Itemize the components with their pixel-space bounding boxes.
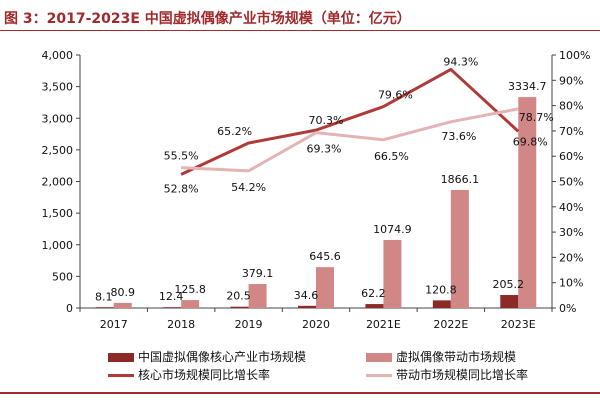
bar-value-label-driven: 1866.1 bbox=[441, 173, 480, 186]
legend-swatch-driven-line bbox=[366, 374, 392, 377]
y-right-tick-label: 50% bbox=[559, 176, 583, 189]
bar-value-label-driven: 80.9 bbox=[110, 286, 135, 299]
bar-core bbox=[95, 307, 114, 308]
y-left-tick-label: 2,000 bbox=[42, 176, 74, 189]
bar-core bbox=[500, 295, 519, 308]
y-right-tick-label: 40% bbox=[559, 201, 583, 214]
x-tick-label: 2017 bbox=[100, 318, 128, 331]
line-value-label-core-growth: 70.3% bbox=[309, 114, 344, 127]
bar-value-label-core: 120.8 bbox=[425, 283, 457, 296]
legend-core-line: 核心市场规模同比增长率 bbox=[108, 366, 270, 383]
line-value-label-core-growth: 65.2% bbox=[217, 125, 252, 138]
legend-swatch-driven-bar bbox=[366, 353, 392, 362]
y-right-tick-label: 90% bbox=[559, 74, 583, 87]
bar-value-label-core: 8.1 bbox=[95, 290, 113, 303]
line-core-growth bbox=[180, 67, 520, 176]
legend-label-driven-bar: 虚拟偶像带动市场规模 bbox=[396, 350, 517, 364]
line-value-label-driven-growth: 54.2% bbox=[231, 181, 266, 194]
bar-driven bbox=[518, 97, 537, 308]
y-left-tick-label: 500 bbox=[52, 270, 73, 283]
bar-value-label-core: 12.4 bbox=[159, 290, 184, 303]
line-value-label-core-growth: 69.8% bbox=[513, 135, 548, 148]
x-tick-label: 2018 bbox=[167, 318, 195, 331]
bar-value-label-driven: 645.6 bbox=[309, 250, 341, 263]
line-value-label-core-growth: 52.8% bbox=[164, 182, 199, 195]
x-tick-label: 2019 bbox=[235, 318, 263, 331]
y-left-tick-label: 4,000 bbox=[42, 49, 74, 62]
x-tick-label: 2020 bbox=[302, 318, 330, 331]
line-value-label-driven-growth: 66.5% bbox=[374, 150, 409, 163]
y-right-tick-label: 10% bbox=[559, 277, 583, 290]
y-right-tick-label: 100% bbox=[559, 49, 590, 62]
line-value-label-driven-growth: 78.7% bbox=[519, 111, 554, 124]
bar-value-label-driven: 3334.7 bbox=[508, 80, 547, 93]
x-tick-label: 2021E bbox=[366, 318, 401, 331]
y-right-tick-label: 80% bbox=[559, 100, 583, 113]
legend-driven-line: 带动市场规模同比增长率 bbox=[366, 366, 528, 383]
bar-driven bbox=[248, 284, 267, 308]
line-driven-growth bbox=[181, 107, 519, 173]
bar-value-label-core: 20.5 bbox=[226, 290, 251, 303]
bar-driven bbox=[181, 300, 200, 308]
legend-swatch-core-line bbox=[108, 374, 134, 377]
legend-label-core-line: 核心市场规模同比增长率 bbox=[138, 368, 271, 382]
y-left-tick-label: 3,000 bbox=[42, 112, 74, 125]
y-right-tick-label: 70% bbox=[559, 125, 583, 138]
bottom-divider bbox=[0, 392, 600, 394]
bar-driven bbox=[450, 189, 469, 308]
y-left-tick-label: 3,500 bbox=[42, 81, 74, 94]
legend-swatch-core-bar bbox=[108, 353, 134, 362]
chart-title: 图 3：2017-2023E 中国虚拟偶像产业市场规模（单位：亿元） bbox=[4, 11, 411, 27]
bar-value-label-driven: 1074.9 bbox=[373, 223, 412, 236]
bar-driven bbox=[113, 302, 132, 308]
y-right-tick-label: 20% bbox=[559, 251, 583, 264]
y-left-tick-label: 1,500 bbox=[42, 207, 74, 220]
bar-value-label-driven: 379.1 bbox=[242, 267, 274, 280]
line-value-label-driven-growth: 73.6% bbox=[441, 130, 476, 143]
x-tick-label: 2023E bbox=[501, 318, 536, 331]
x-tick-label: 2022E bbox=[433, 318, 468, 331]
legend-label-core-bar: 中国虚拟偶像核心产业市场规模 bbox=[138, 350, 307, 364]
line-value-label-core-growth: 94.3% bbox=[443, 55, 478, 68]
line-value-label-driven-growth: 69.3% bbox=[307, 143, 342, 156]
bar-core bbox=[163, 307, 182, 308]
y-left-tick-label: 0 bbox=[66, 302, 73, 315]
bar-driven bbox=[383, 240, 402, 308]
bar-core bbox=[230, 306, 249, 308]
bar-core bbox=[432, 300, 451, 308]
title-divider bbox=[0, 30, 600, 31]
line-value-label-core-growth: 79.6% bbox=[378, 89, 413, 102]
bar-value-label-core: 62.2 bbox=[361, 287, 386, 300]
bar-value-label-core: 205.2 bbox=[493, 278, 525, 291]
line-value-label-driven-growth: 55.5% bbox=[164, 150, 199, 163]
legend-core-bar: 中国虚拟偶像核心产业市场规模 bbox=[108, 348, 306, 365]
y-right-tick-label: 0% bbox=[559, 302, 576, 315]
bar-core bbox=[298, 305, 316, 308]
legend-driven-bar: 虚拟偶像带动市场规模 bbox=[366, 348, 516, 365]
bar-core bbox=[365, 304, 384, 308]
legend-label-driven-line: 带动市场规模同比增长率 bbox=[396, 368, 529, 382]
bar-value-label-driven: 125.8 bbox=[174, 283, 206, 296]
y-left-tick-label: 2,500 bbox=[42, 144, 74, 157]
y-right-tick-label: 30% bbox=[559, 226, 583, 239]
bar-driven bbox=[316, 267, 334, 308]
bar-value-label-core: 34.6 bbox=[294, 289, 319, 302]
y-left-tick-label: 1,000 bbox=[42, 239, 74, 252]
y-right-tick-label: 60% bbox=[559, 150, 583, 163]
